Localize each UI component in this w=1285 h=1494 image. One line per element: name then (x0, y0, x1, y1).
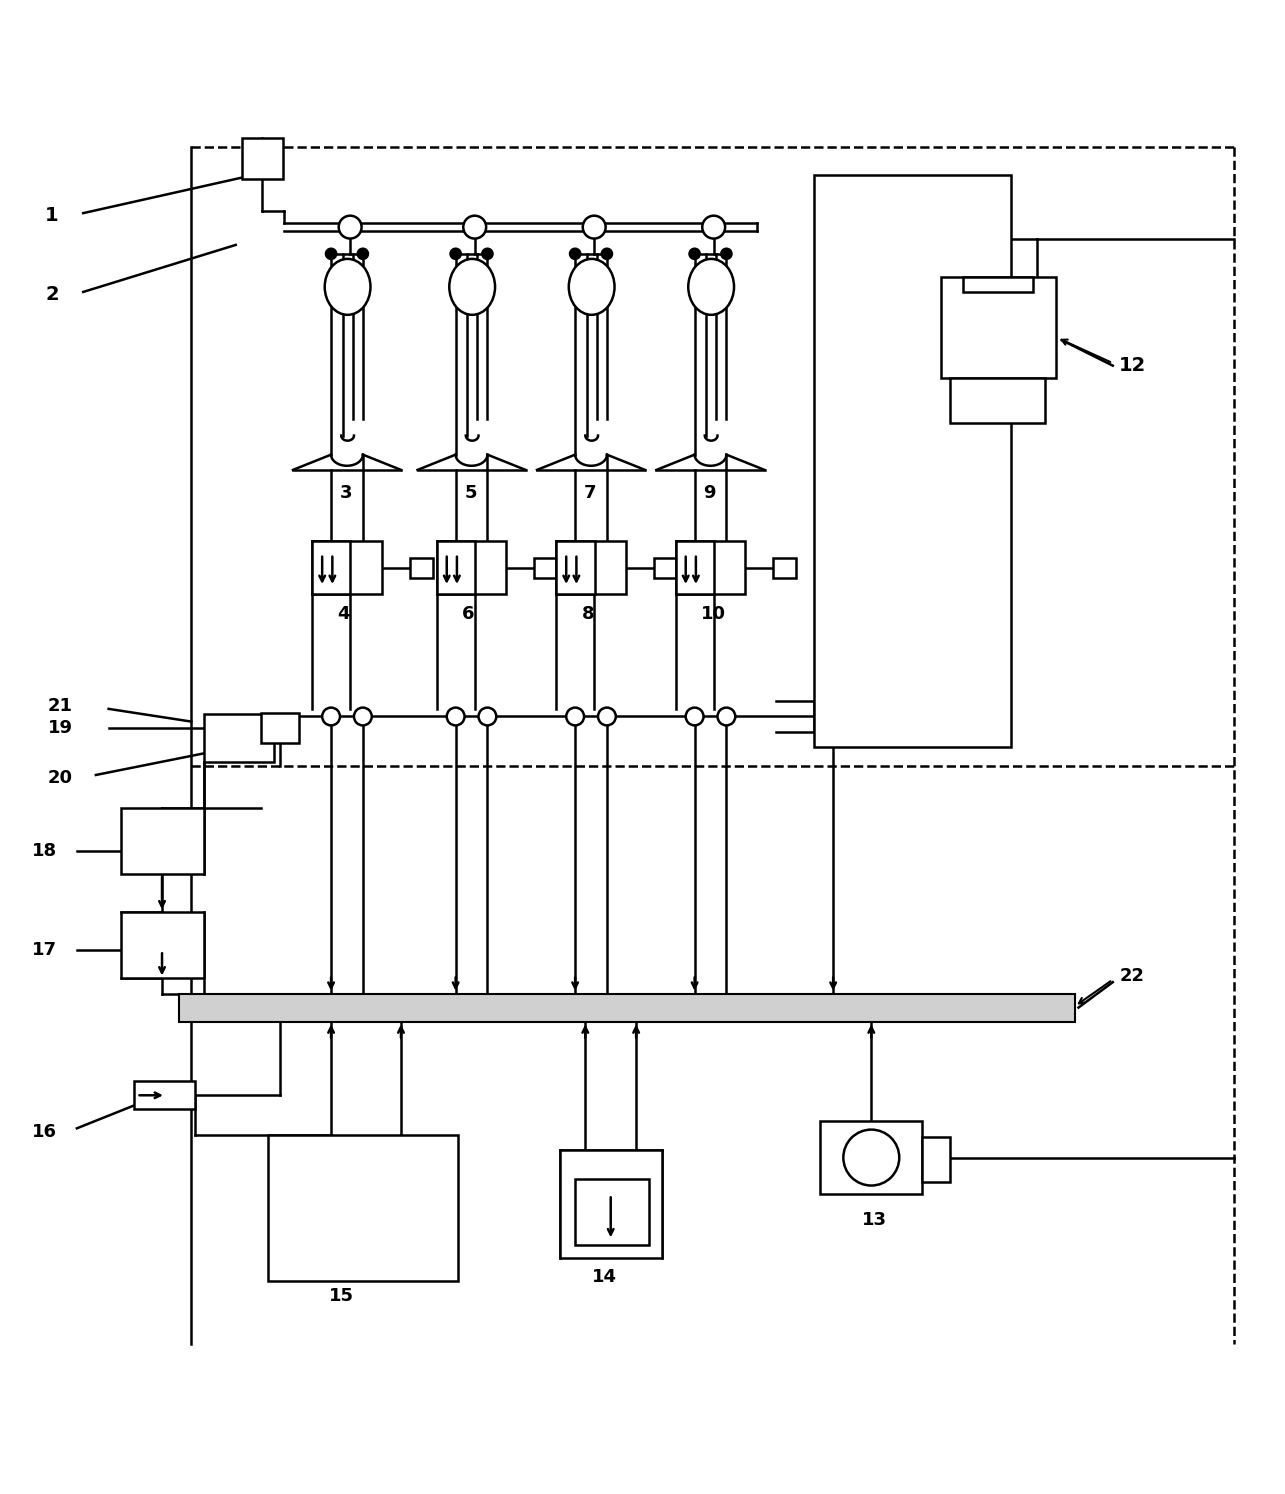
Text: 8: 8 (582, 605, 594, 623)
Bar (437, 541, 475, 595)
Circle shape (843, 1129, 900, 1186)
Bar (437, 541, 506, 595)
Circle shape (583, 215, 605, 239)
Text: 5: 5 (465, 484, 477, 502)
Bar (815, 175, 1011, 747)
Bar (134, 1082, 195, 1109)
Ellipse shape (325, 258, 370, 315)
Bar (556, 541, 595, 595)
Bar (576, 1179, 649, 1246)
Text: 1: 1 (45, 206, 59, 226)
Bar (535, 557, 558, 578)
Circle shape (690, 248, 700, 258)
Circle shape (601, 248, 612, 258)
Circle shape (717, 708, 735, 726)
Circle shape (357, 248, 368, 258)
Circle shape (721, 248, 731, 258)
Circle shape (323, 708, 341, 726)
Bar (676, 541, 714, 595)
Bar (923, 1137, 950, 1182)
Bar (121, 913, 204, 979)
Bar (774, 557, 797, 578)
Bar (267, 1134, 459, 1280)
Text: 6: 6 (463, 605, 474, 623)
Circle shape (567, 708, 583, 726)
Circle shape (326, 248, 337, 258)
Circle shape (353, 708, 371, 726)
Bar (654, 557, 677, 578)
Bar (676, 541, 745, 595)
Text: 7: 7 (583, 484, 596, 502)
Bar (820, 1120, 923, 1194)
Circle shape (447, 708, 465, 726)
Text: 20: 20 (48, 768, 73, 786)
Bar (941, 276, 1055, 378)
Text: 21: 21 (48, 698, 73, 716)
Bar (261, 713, 299, 743)
Circle shape (464, 215, 486, 239)
Text: 3: 3 (341, 484, 352, 502)
Circle shape (571, 248, 581, 258)
Text: 9: 9 (703, 484, 716, 502)
Ellipse shape (689, 258, 734, 315)
Bar (962, 276, 1033, 291)
Circle shape (451, 248, 461, 258)
Bar (950, 378, 1046, 423)
Text: 15: 15 (329, 1288, 353, 1306)
Ellipse shape (450, 258, 495, 315)
Circle shape (339, 215, 361, 239)
Bar (204, 714, 274, 762)
Text: 13: 13 (862, 1210, 888, 1230)
Circle shape (686, 708, 703, 726)
Circle shape (482, 248, 492, 258)
Text: 2: 2 (45, 285, 59, 303)
Bar (560, 1150, 662, 1258)
Text: 10: 10 (702, 605, 726, 623)
Text: 14: 14 (591, 1268, 617, 1286)
Text: 18: 18 (32, 843, 58, 861)
Text: 4: 4 (338, 605, 350, 623)
Text: 17: 17 (32, 941, 58, 959)
Bar (312, 541, 351, 595)
Text: 19: 19 (48, 719, 73, 737)
Text: 16: 16 (32, 1123, 58, 1141)
Bar (556, 541, 626, 595)
Text: 12: 12 (1119, 356, 1146, 375)
Bar (312, 541, 382, 595)
Circle shape (598, 708, 616, 726)
Bar (410, 557, 433, 578)
Bar (121, 808, 204, 874)
Text: 11: 11 (843, 668, 869, 686)
Text: 22: 22 (1119, 967, 1144, 985)
Circle shape (478, 708, 496, 726)
Ellipse shape (569, 258, 614, 315)
Bar (179, 994, 1074, 1022)
Circle shape (702, 215, 725, 239)
Bar (242, 137, 283, 179)
